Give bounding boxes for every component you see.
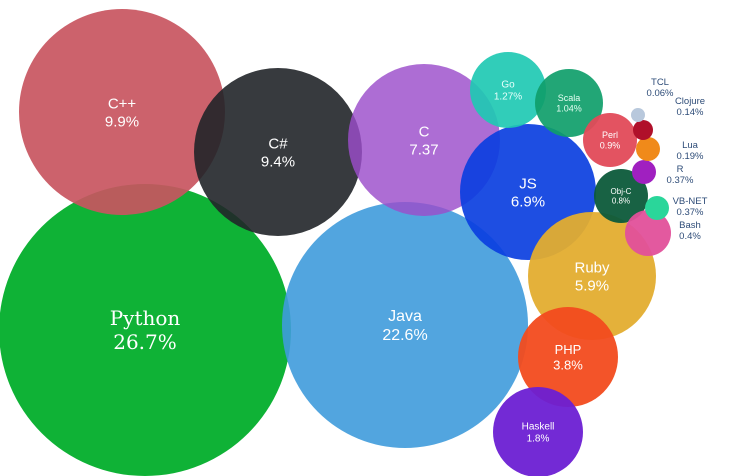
label-name-ruby: Ruby [574,259,610,276]
label-name-scala: Scala [558,93,581,103]
label-value-scala: 1.04% [556,104,582,114]
label-name-tcl: TCL [651,77,669,88]
label-value-obj-c: 0.8% [612,197,630,206]
bubble-bash [625,210,671,256]
label-name-c: C# [268,135,288,152]
label-name-perl: Perl [602,130,618,140]
bubble-c [194,68,362,236]
label-value-r: 0.37% [667,175,694,186]
label-value-python: 26.7% [113,330,177,354]
bubble-perl [583,113,637,167]
label-name-vb-net: VB-NET [673,196,708,207]
label-name-clojure: Clojure [675,96,705,107]
label-value-tcl: 0.06% [647,88,674,99]
label-value-perl: 0.9% [600,141,621,151]
label-value-js: 6.9% [511,193,545,210]
label-value-c: 7.37 [409,141,438,158]
label-value-go: 1.27% [494,92,522,103]
bubble-tcl [631,108,645,122]
label-name-c: C [419,123,430,140]
label-value-java: 22.6% [382,327,427,344]
label-name-haskell: Haskell [522,422,555,433]
label-name-go: Go [501,80,515,91]
label-name-python: Python [110,306,181,330]
label-name-js: JS [519,175,537,192]
bubble-c [19,9,225,215]
label-value-clojure: 0.14% [677,107,704,118]
bubble-vb-net [645,196,669,220]
bubble-haskell [493,387,583,476]
label-value-c: 9.9% [105,113,139,130]
bubble-clojure [633,120,653,140]
label-value-php: 3.8% [553,357,583,372]
bubble-java [282,202,528,448]
bubble-lua [636,137,660,161]
label-name-c: C++ [108,95,137,112]
bubble-scala [535,69,603,137]
label-name-r: R [677,164,684,175]
bubble-obj-c [594,169,648,223]
bubble-r [632,160,656,184]
label-value-bash: 0.4% [679,231,701,242]
label-name-obj-c: Obj-C [611,187,632,196]
label-value-lua: 0.19% [677,151,704,162]
label-value-ruby: 5.9% [575,277,609,294]
label-name-php: PHP [555,342,582,357]
label-value-c: 9.4% [261,153,295,170]
bubble-python [0,184,291,476]
bubble-go [470,52,546,128]
bubble-php [518,307,618,407]
label-name-bash: Bash [679,220,701,231]
label-name-lua: Lua [682,140,699,151]
label-value-haskell: 1.8% [527,434,550,445]
label-name-java: Java [388,308,422,325]
label-value-vb-net: 0.37% [677,207,704,218]
